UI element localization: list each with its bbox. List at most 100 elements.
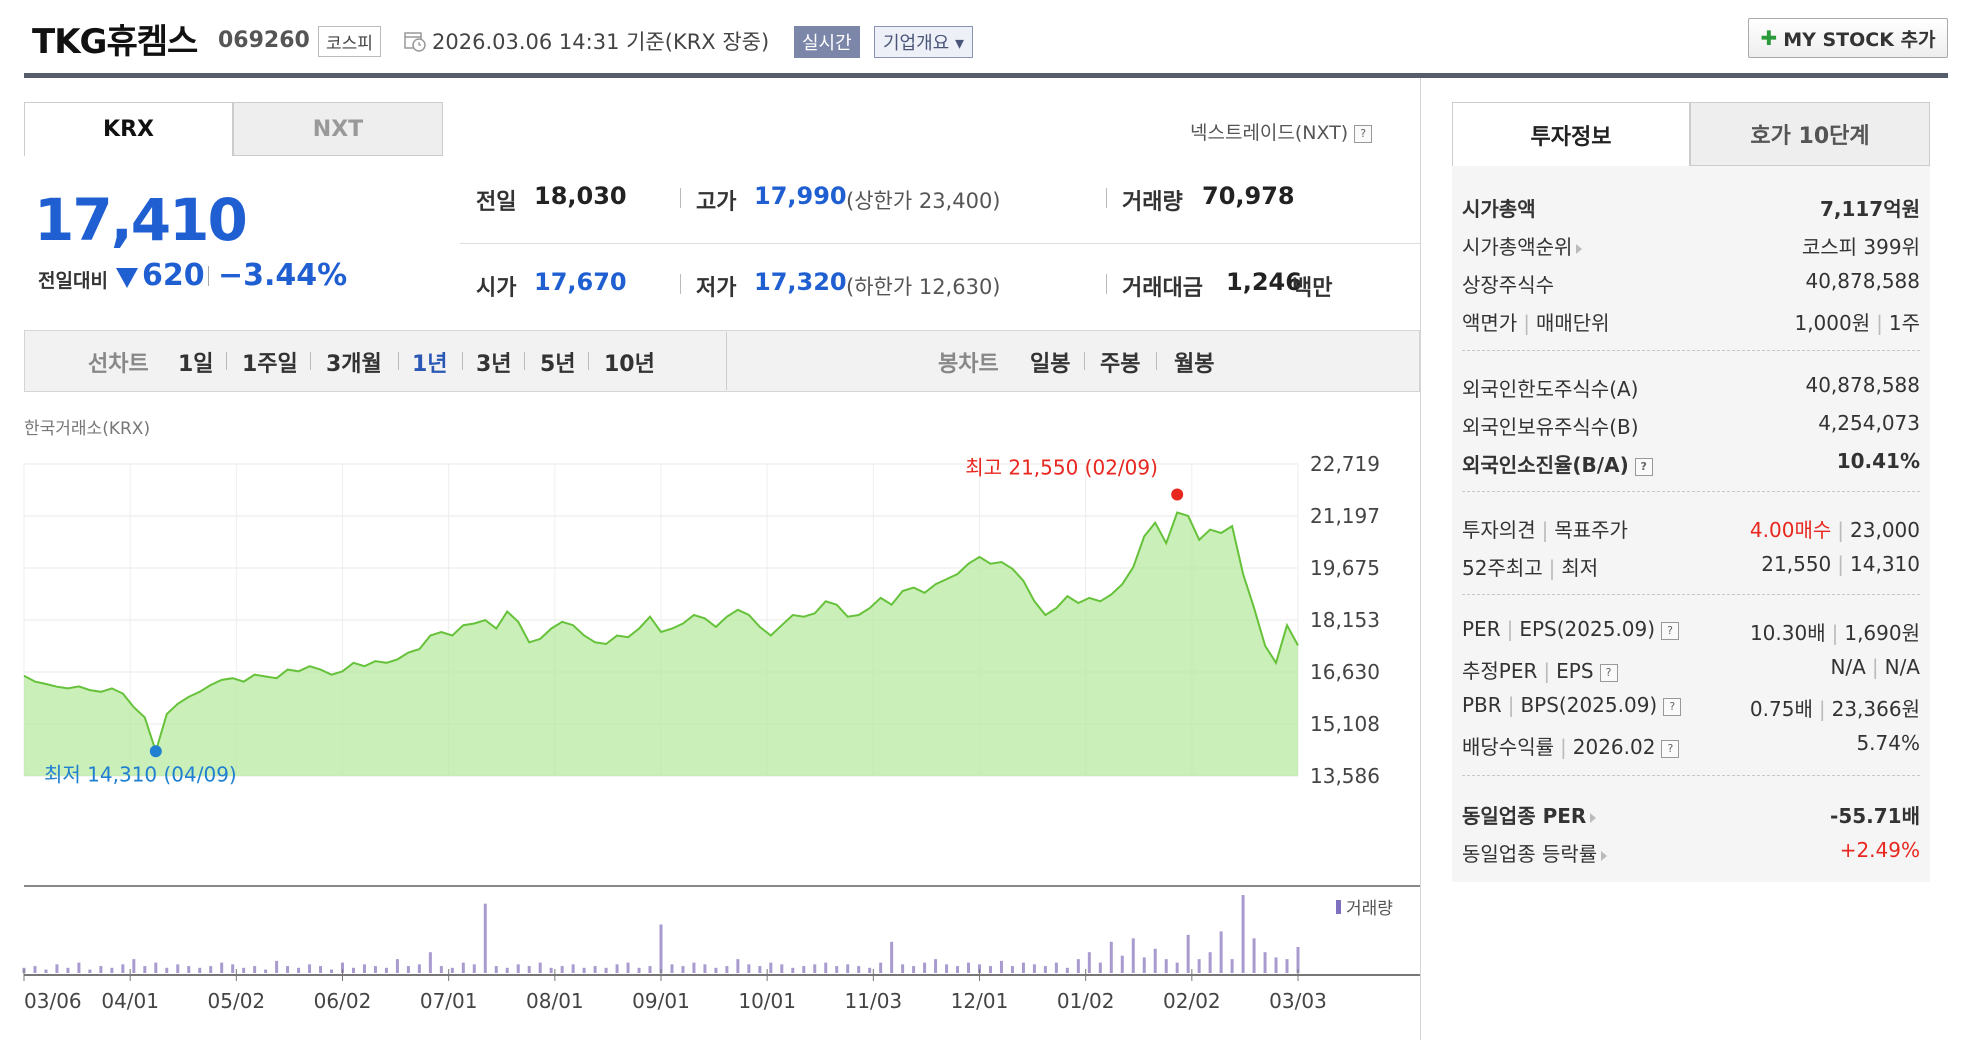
candle-chart-label: 봉차트 — [938, 352, 999, 377]
industry-per-label: 동일업종 PER — [1462, 804, 1587, 828]
high-annotation: 최고 21,550 (02/09) — [965, 455, 1158, 479]
volume-bar — [725, 966, 729, 973]
volume-bar — [1065, 967, 1069, 973]
volume-bar — [472, 964, 476, 973]
x-tick-label: 11/03 — [845, 989, 903, 1013]
volume-bar — [176, 964, 180, 973]
help-icon[interactable]: ? — [1354, 124, 1373, 143]
volume-bar — [132, 959, 136, 973]
period-1w[interactable]: 1주일 — [242, 352, 298, 377]
foreign-hold-label: 외국인보유주식수(B) — [1462, 415, 1639, 439]
volume-bar — [1219, 931, 1223, 973]
candle-weekly[interactable]: 주봉 — [1100, 352, 1141, 377]
volume-bar — [978, 964, 981, 973]
add-my-stock-button[interactable]: ✚ MY STOCK 추가 — [1748, 18, 1948, 58]
volume-bar — [967, 962, 971, 973]
low-value: 17,320 — [754, 268, 847, 296]
current-price: 17,410 — [34, 186, 248, 254]
period-separator — [398, 352, 399, 370]
price-chart[interactable]: 22,719 21,197 19,675 18,153 16,630 15,108 13,5… — [0, 440, 1420, 1040]
y-tick-label: 19,675 — [1310, 556, 1380, 580]
volume-bar — [44, 969, 48, 973]
candle-monthly[interactable]: 월봉 — [1174, 352, 1215, 377]
add-my-stock-label: MY STOCK 추가 — [1783, 28, 1936, 51]
arrow-right-icon — [1601, 850, 1608, 861]
volume-bar — [1010, 966, 1014, 973]
company-overview-dropdown[interactable]: 기업개요 ▾ — [874, 26, 973, 58]
chart-period-bar — [24, 330, 1420, 392]
volume-bar — [824, 962, 828, 973]
volume-bar — [1054, 962, 1058, 973]
info-divider — [1462, 775, 1920, 776]
help-icon[interactable]: ? — [1663, 697, 1682, 716]
period-separator — [524, 352, 525, 370]
volume-bar — [505, 967, 509, 973]
volume-bar — [1164, 959, 1168, 973]
volume-bar — [319, 966, 323, 973]
tab-krx[interactable]: KRX — [24, 102, 233, 156]
period-10y[interactable]: 10년 — [604, 352, 655, 377]
volume-bar — [1098, 962, 1102, 973]
opinion-value: 4.00매수 — [1749, 518, 1832, 542]
industry-rate-value: +2.49% — [1839, 838, 1920, 862]
volume-bar — [308, 964, 312, 973]
high-marker — [1171, 488, 1184, 501]
quote-separator — [1106, 274, 1107, 294]
period-3m[interactable]: 3개월 — [326, 352, 382, 377]
target-value: 23,000 — [1850, 518, 1920, 542]
x-tick-label: 12/01 — [951, 989, 1009, 1013]
nxt-link[interactable]: 넥스트레이드(NXT)? — [1190, 118, 1373, 145]
market-cap-label: 시가총액 — [1462, 197, 1536, 221]
w52-low-label: 최저 — [1561, 556, 1599, 580]
volume-bar — [373, 966, 377, 973]
candle-daily[interactable]: 일봉 — [1030, 352, 1071, 377]
volume-bar — [659, 924, 663, 973]
volume-bar — [714, 967, 718, 973]
volume-bar — [143, 966, 147, 973]
pbr-label: PBR — [1462, 693, 1502, 717]
volume-bar — [1043, 966, 1047, 973]
dividend-label: 배당수익률 — [1462, 735, 1554, 759]
change-value: 620 — [142, 258, 205, 293]
tab-invest-info[interactable]: 투자정보 — [1452, 102, 1690, 166]
high-label: 고가 — [696, 190, 737, 215]
period-1d[interactable]: 1일 — [178, 352, 214, 377]
quote-datetime: 2026.03.06 14:31 기준(KRX 장중) — [432, 30, 770, 54]
open-label: 시가 — [476, 276, 517, 301]
period-1y[interactable]: 1년 — [412, 352, 448, 377]
volume-bar — [868, 967, 872, 973]
cap-rank-value: 코스피 399위 — [1801, 235, 1920, 259]
volume-bar — [582, 967, 586, 973]
x-tick-label: 08/01 — [526, 989, 584, 1013]
price-area — [24, 512, 1298, 776]
plus-icon: ✚ — [1760, 26, 1778, 50]
volume-bar — [637, 967, 641, 973]
volume-bar — [857, 966, 861, 973]
volume-bar — [846, 964, 850, 973]
volume-bar — [999, 960, 1003, 973]
volume-bar — [1241, 895, 1245, 973]
period-3y[interactable]: 3년 — [476, 352, 512, 377]
volume-bar — [187, 966, 191, 973]
volume-bar — [1208, 952, 1212, 973]
volume-bar — [1252, 938, 1256, 973]
period-5y[interactable]: 5년 — [540, 352, 576, 377]
help-icon[interactable]: ? — [1661, 739, 1680, 758]
volume-bar — [242, 967, 246, 973]
x-tick-label: 06/02 — [314, 989, 372, 1013]
realtime-badge[interactable]: 실시간 — [794, 26, 860, 58]
industry-per-value: -55.71배 — [1830, 804, 1920, 828]
bps-value: 23,366원 — [1831, 697, 1920, 721]
help-icon[interactable]: ? — [1661, 621, 1680, 640]
change-separator — [208, 266, 209, 286]
volume-value: 70,978 — [1202, 182, 1295, 210]
help-icon[interactable]: ? — [1634, 457, 1653, 476]
period-separator — [462, 352, 463, 370]
volume-bar — [220, 962, 224, 973]
tab-order-book[interactable]: 호가 10단계 — [1690, 102, 1930, 166]
tab-nxt[interactable]: NXT — [233, 102, 443, 156]
volume-bar — [945, 964, 949, 973]
help-icon[interactable]: ? — [1599, 663, 1618, 682]
column-divider — [1420, 78, 1421, 1040]
volume-bar — [681, 966, 685, 973]
